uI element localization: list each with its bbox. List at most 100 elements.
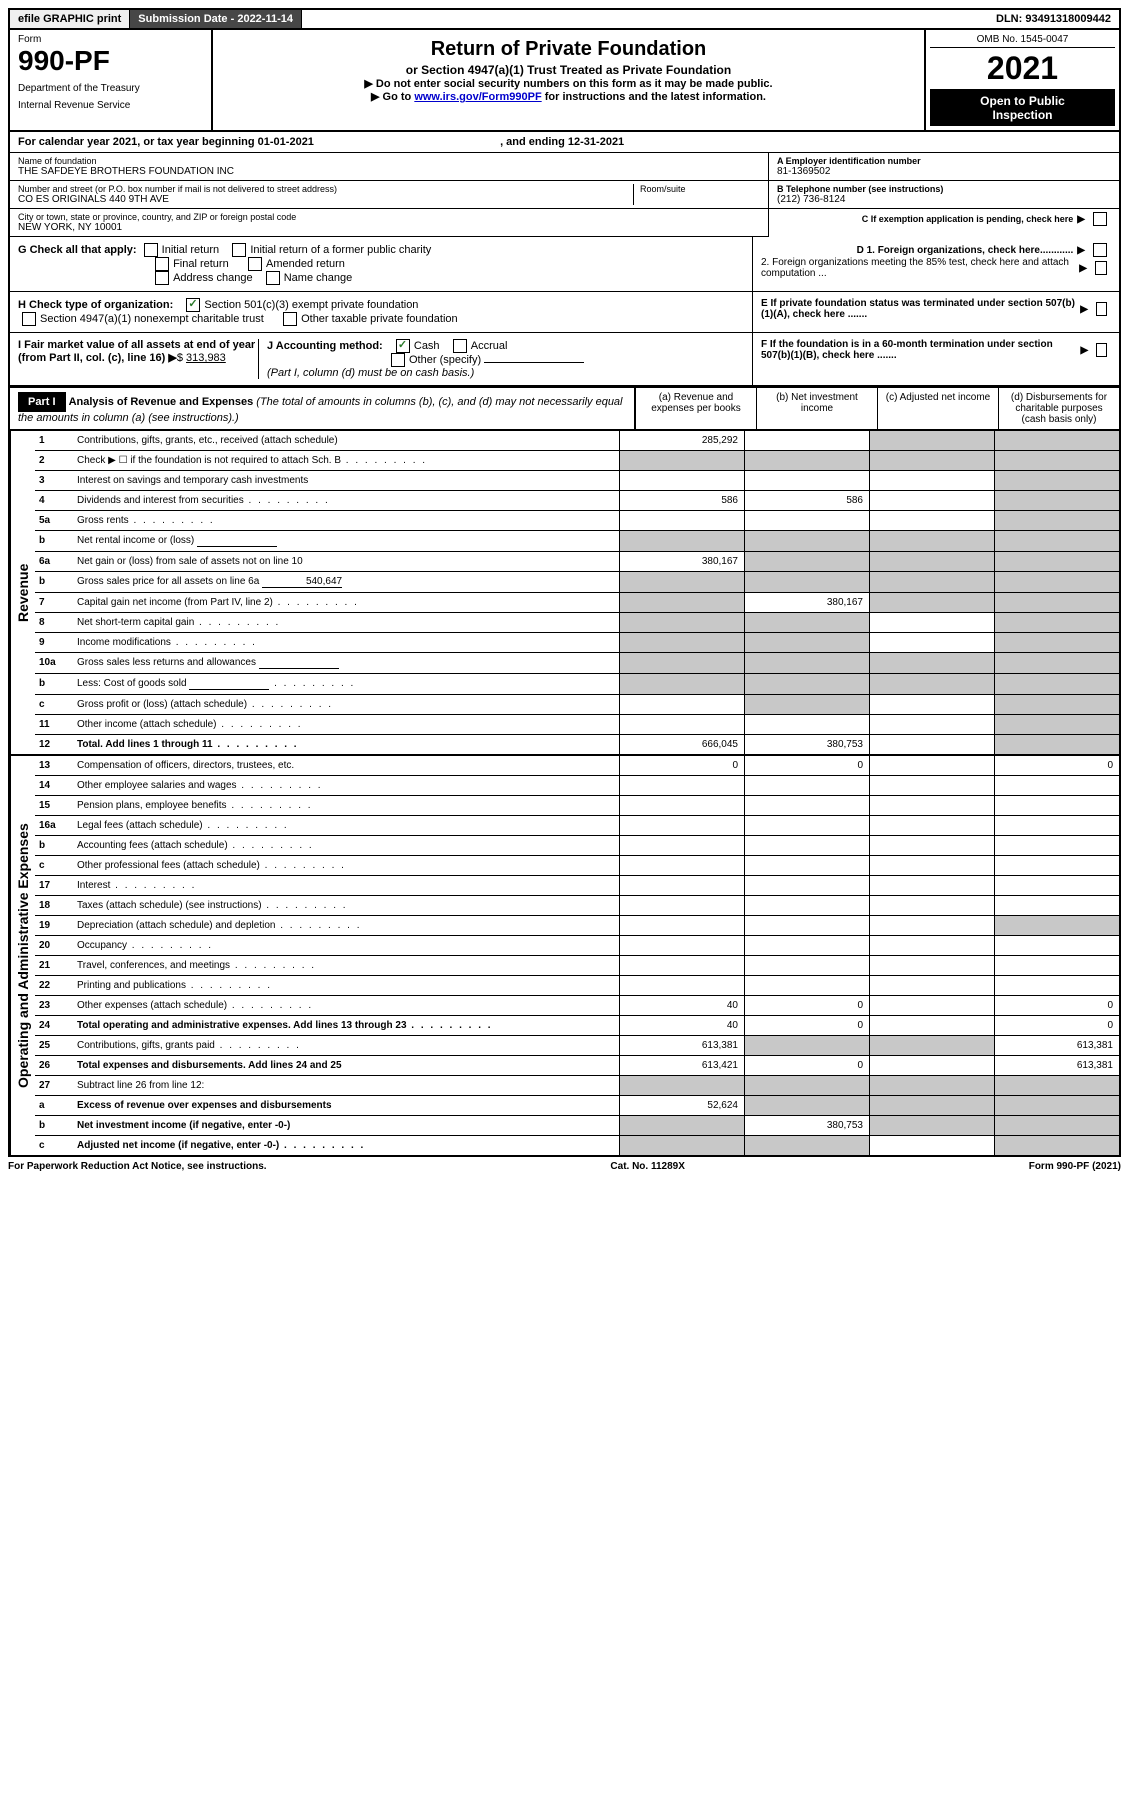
cell-col-a xyxy=(619,916,744,935)
cell-col-a: 0 xyxy=(619,756,744,775)
cell-col-d xyxy=(994,552,1119,571)
form-header-left: Form 990-PF Department of the Treasury I… xyxy=(10,30,213,130)
f-label: F If the foundation is in a 60-month ter… xyxy=(761,339,1077,361)
cell-col-a xyxy=(619,976,744,995)
cell-col-b xyxy=(744,1036,869,1055)
f-checkbox[interactable] xyxy=(1096,343,1107,357)
h-4947-checkbox[interactable] xyxy=(22,312,36,326)
cell-col-c xyxy=(869,431,994,450)
e-section: E If private foundation status was termi… xyxy=(753,292,1119,332)
cell-col-d xyxy=(994,695,1119,714)
table-row: bGross sales price for all assets on lin… xyxy=(35,572,1119,593)
cell-col-d xyxy=(994,531,1119,551)
row-description: Net short-term capital gain xyxy=(73,613,619,632)
cell-col-b xyxy=(744,674,869,694)
table-row: 26Total expenses and disbursements. Add … xyxy=(35,1056,1119,1076)
cal-end: 12-31-2021 xyxy=(568,136,624,148)
cell-col-b: 380,753 xyxy=(744,735,869,754)
cell-col-c xyxy=(869,796,994,815)
j-cash-checkbox[interactable] xyxy=(396,339,410,353)
cell-col-a xyxy=(619,531,744,551)
check-section-he: H Check type of organization: Section 50… xyxy=(8,292,1121,333)
table-row: 14Other employee salaries and wages xyxy=(35,776,1119,796)
row-description: Pension plans, employee benefits xyxy=(73,796,619,815)
g-initial-former-checkbox[interactable] xyxy=(232,243,246,257)
table-row: 20Occupancy xyxy=(35,936,1119,956)
cell-col-d xyxy=(994,876,1119,895)
row-number: 3 xyxy=(35,471,73,490)
col-c-header: (c) Adjusted net income xyxy=(877,388,998,429)
cell-col-b xyxy=(744,1076,869,1095)
table-row: 24Total operating and administrative exp… xyxy=(35,1016,1119,1036)
cell-col-c xyxy=(869,653,994,673)
submission-label: Submission Date - xyxy=(138,13,237,25)
info-right: A Employer identification number 81-1369… xyxy=(769,153,1119,237)
cell-col-c xyxy=(869,695,994,714)
row-description: Income modifications xyxy=(73,633,619,652)
instr-link-row: ▶ Go to www.irs.gov/Form990PF for instru… xyxy=(219,90,918,103)
cell-col-d xyxy=(994,776,1119,795)
cell-col-b xyxy=(744,796,869,815)
part1-title: Analysis of Revenue and Expenses xyxy=(69,396,254,408)
name-row: Name of foundation THE SAFDEYE BROTHERS … xyxy=(10,153,768,181)
g-section: G Check all that apply: Initial return I… xyxy=(10,237,753,291)
g-amended-checkbox[interactable] xyxy=(248,257,262,271)
cell-col-b xyxy=(744,531,869,551)
part1-badge: Part I xyxy=(18,392,66,412)
h1: Section 501(c)(3) exempt private foundat… xyxy=(204,299,418,311)
h-other-checkbox[interactable] xyxy=(283,312,297,326)
row-number: 27 xyxy=(35,1076,73,1095)
g-address-checkbox[interactable] xyxy=(155,271,169,285)
row-number: 1 xyxy=(35,431,73,450)
j-accrual-checkbox[interactable] xyxy=(453,339,467,353)
e-checkbox[interactable] xyxy=(1096,302,1107,316)
cell-col-d xyxy=(994,896,1119,915)
footer-right: Form 990-PF (2021) xyxy=(1029,1161,1121,1172)
row-number: c xyxy=(35,856,73,875)
row-number: c xyxy=(35,1136,73,1155)
cell-col-a: 40 xyxy=(619,996,744,1015)
row-number: b xyxy=(35,674,73,694)
row-number: 2 xyxy=(35,451,73,470)
c-checkbox[interactable] xyxy=(1093,212,1107,226)
ein-label: A Employer identification number xyxy=(777,156,1111,166)
table-row: bAccounting fees (attach schedule) xyxy=(35,836,1119,856)
table-row: 12Total. Add lines 1 through 11666,04538… xyxy=(35,735,1119,754)
row-description: Gross sales less returns and allowances xyxy=(73,653,619,673)
cell-col-c xyxy=(869,836,994,855)
d1-checkbox[interactable] xyxy=(1093,243,1107,257)
cal-begin: 01-01-2021 xyxy=(258,136,314,148)
cell-col-d xyxy=(994,816,1119,835)
d2-checkbox[interactable] xyxy=(1095,261,1107,275)
g-name-checkbox[interactable] xyxy=(266,271,280,285)
part1-desc: Part I Analysis of Revenue and Expenses … xyxy=(10,388,635,429)
row-description: Depreciation (attach schedule) and deple… xyxy=(73,916,619,935)
row-description: Contributions, gifts, grants paid xyxy=(73,1036,619,1055)
cell-col-c xyxy=(869,674,994,694)
irs-link[interactable]: www.irs.gov/Form990PF xyxy=(414,91,541,103)
j-other-checkbox[interactable] xyxy=(391,353,405,367)
row-number: 14 xyxy=(35,776,73,795)
revenue-table: Revenue 1Contributions, gifts, grants, e… xyxy=(8,431,1121,756)
check-section-ijf: I Fair market value of all assets at end… xyxy=(8,333,1121,387)
cell-col-a xyxy=(619,715,744,734)
cell-col-c xyxy=(869,956,994,975)
cell-col-d: 613,381 xyxy=(994,1056,1119,1075)
cell-col-d xyxy=(994,653,1119,673)
row-number: 8 xyxy=(35,613,73,632)
cell-col-c xyxy=(869,633,994,652)
row-description: Dividends and interest from securities xyxy=(73,491,619,510)
g-final-checkbox[interactable] xyxy=(155,257,169,271)
row-number: b xyxy=(35,836,73,855)
cell-col-d: 0 xyxy=(994,1016,1119,1035)
g-initial-checkbox[interactable] xyxy=(144,243,158,257)
cell-col-d xyxy=(994,451,1119,470)
cell-col-a xyxy=(619,836,744,855)
row-description: Gross profit or (loss) (attach schedule) xyxy=(73,695,619,714)
cell-col-d xyxy=(994,976,1119,995)
h-501c3-checkbox[interactable] xyxy=(186,298,200,312)
cell-col-d xyxy=(994,936,1119,955)
cell-col-a xyxy=(619,674,744,694)
row-number: 23 xyxy=(35,996,73,1015)
row-description: Check ▶ ☐ if the foundation is not requi… xyxy=(73,451,619,470)
